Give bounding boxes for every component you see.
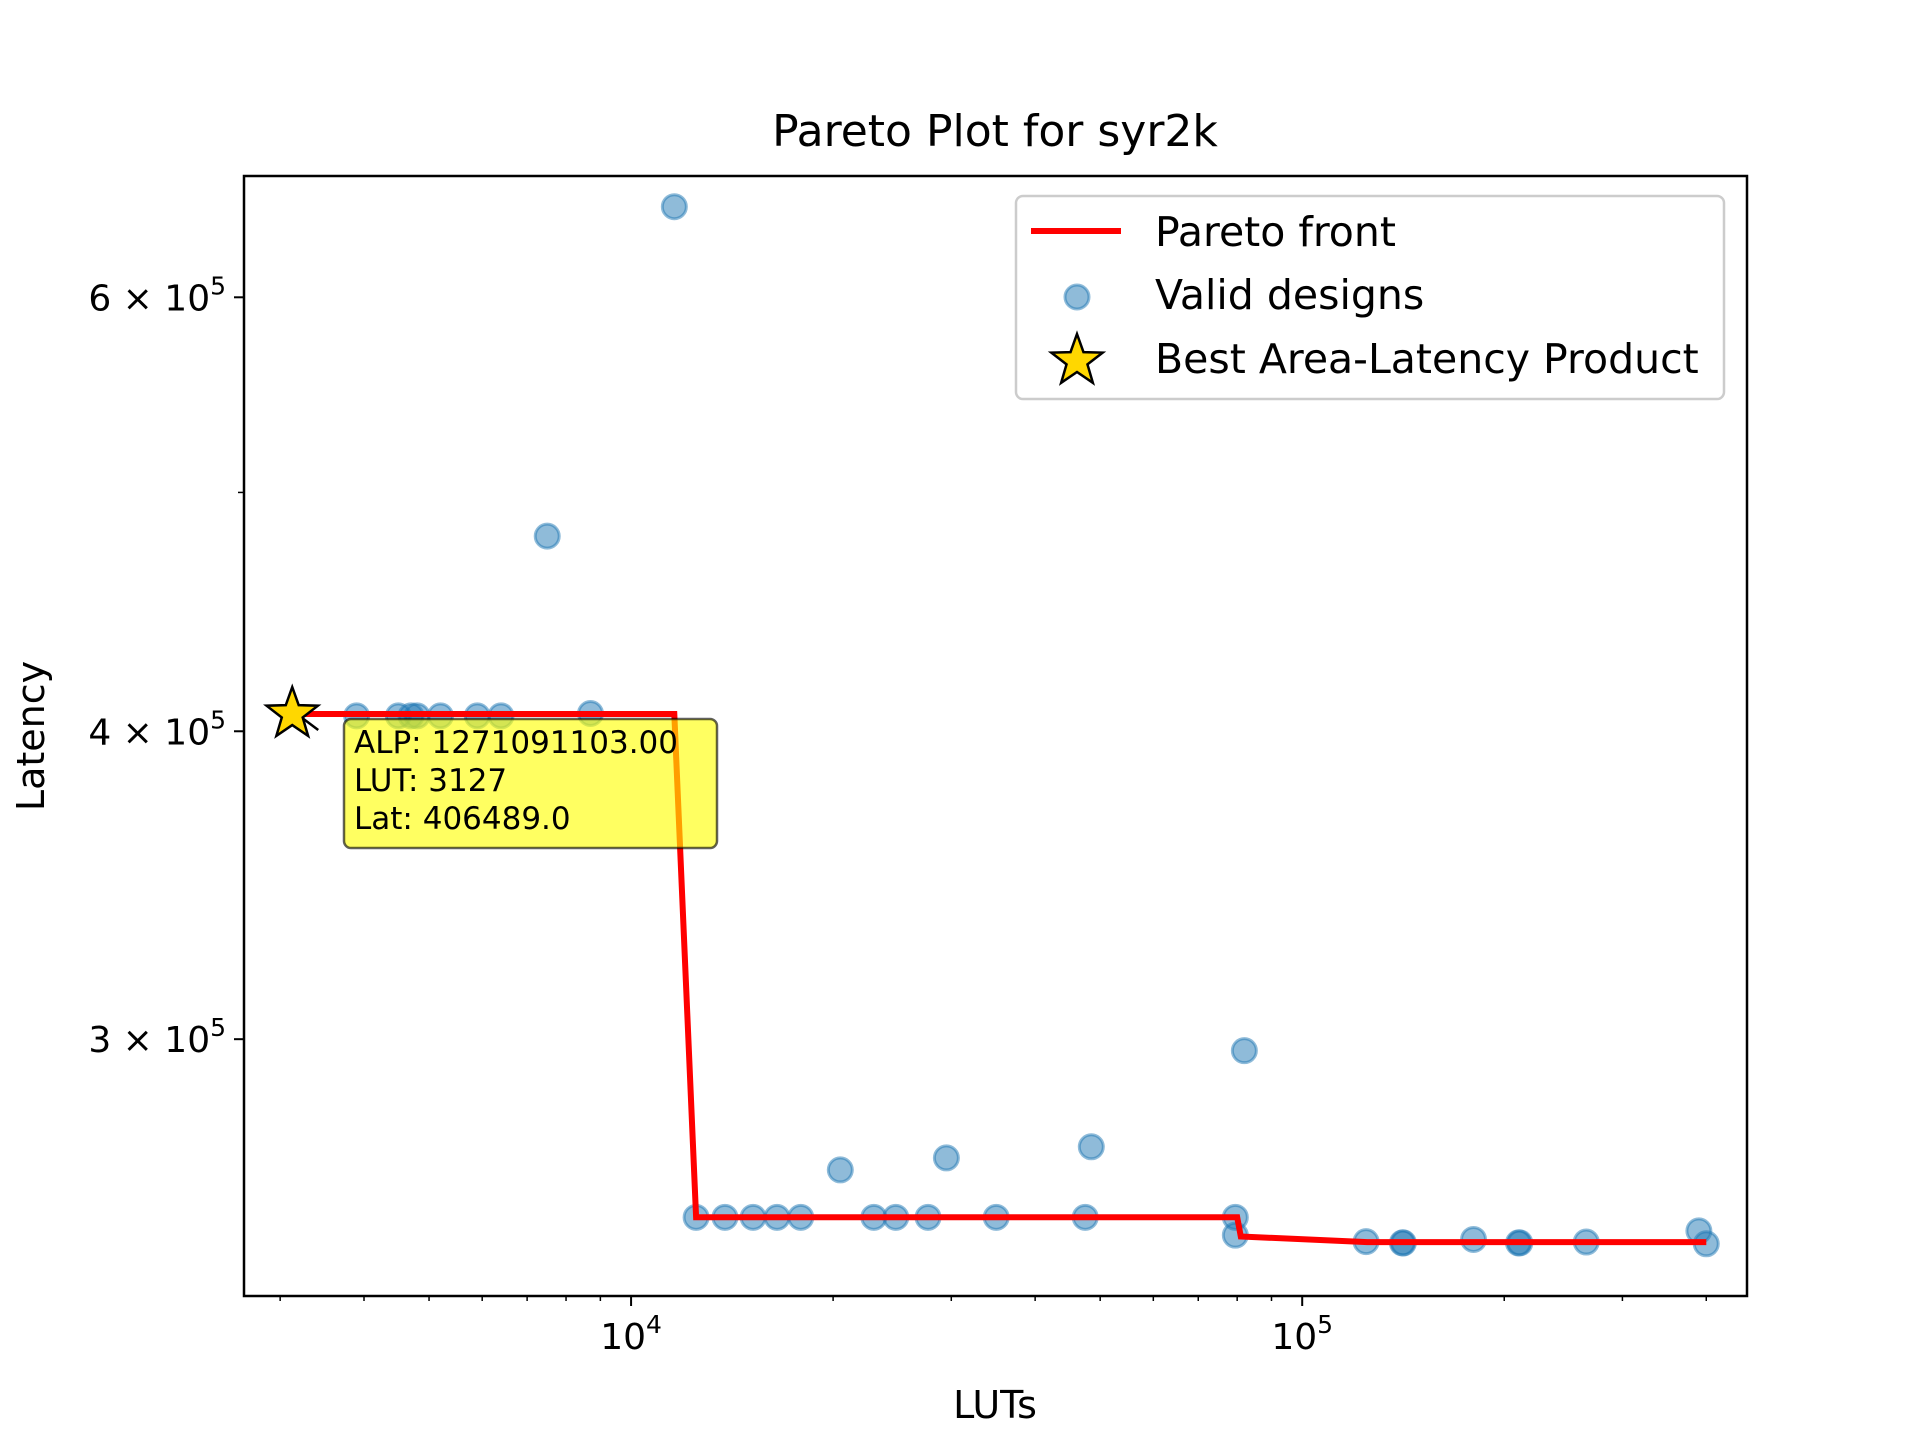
y-tick-label: 4 × 105	[88, 705, 226, 753]
annotation-lut: LUT: 3127	[354, 763, 507, 799]
valid-design-point	[1077, 1133, 1105, 1161]
valid-design-point	[533, 522, 561, 550]
legend-best-label: Best Area-Latency Product	[1155, 335, 1699, 383]
plot-frame	[242, 174, 1749, 1298]
x-tick-label: 104	[600, 1310, 662, 1358]
legend-star-icon	[1047, 330, 1107, 386]
chart-title: Pareto Plot for syr2k	[772, 106, 1218, 157]
valid-design-point	[826, 1156, 854, 1184]
valid-design-point	[660, 193, 688, 221]
annotation-box	[342, 717, 719, 850]
annotation-arrow	[301, 717, 319, 732]
valid-design-point	[1230, 1037, 1258, 1065]
legend-pareto-label: Pareto front	[1155, 208, 1396, 256]
annotation-alp: ALP: 1271091103.00	[354, 725, 678, 761]
legend: Pareto front Valid designs Best Area-Lat…	[1014, 194, 1726, 401]
x-tick-label: 105	[1271, 1310, 1333, 1358]
pareto-front-layer	[292, 711, 1707, 1246]
y-tick-label: 3 × 105	[88, 1013, 226, 1061]
x-axis-label: LUTs	[953, 1383, 1037, 1427]
legend-valid-swatch	[1063, 283, 1091, 311]
best-alp-star	[263, 683, 322, 739]
y-tick-label: 6 × 105	[88, 271, 226, 319]
pareto-front-line	[292, 711, 1707, 1246]
best-alp-annotation: ALP: 1271091103.00 LUT: 3127 Lat: 406489…	[342, 717, 719, 850]
best-alp-layer	[263, 683, 322, 739]
axis-ticks: 104 105 3 × 105 4 × 105 6 × 105	[88, 271, 1708, 1358]
legend-valid-label: Valid designs	[1155, 271, 1424, 319]
annotation-lat: Lat: 406489.0	[354, 801, 571, 837]
valid-design-point	[932, 1144, 960, 1172]
legend-frame	[1014, 194, 1726, 401]
y-axis-label: Latency	[9, 661, 53, 811]
